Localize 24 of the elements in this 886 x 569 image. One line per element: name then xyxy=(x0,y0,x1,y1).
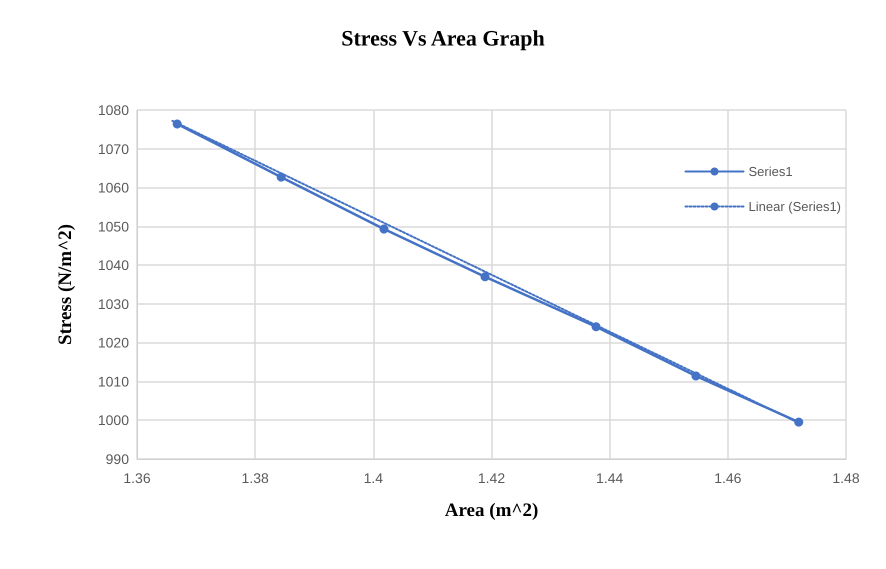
x-tick-label: 1.48 xyxy=(832,470,860,486)
y-tick-label: 1000 xyxy=(98,412,130,428)
x-axis-title: Area (m^2) xyxy=(444,500,538,521)
x-tick-label: 1.36 xyxy=(123,470,151,486)
y-tick-label: 1020 xyxy=(98,334,130,351)
legend-label: Linear (Series1) xyxy=(748,199,842,214)
point xyxy=(379,224,388,234)
x-tick-label: 1.38 xyxy=(242,470,270,486)
x-tick-label: 1.4 xyxy=(364,470,384,486)
x-tick-label: 1.46 xyxy=(714,470,742,486)
y-tick-label: 1060 xyxy=(98,180,130,196)
y-tick-label: 1080 xyxy=(98,102,130,118)
legend-label: Series1 xyxy=(748,164,793,179)
y-tick-label: 1030 xyxy=(98,296,130,312)
y-tick-label: 990 xyxy=(106,451,130,467)
y-tick-label: 1070 xyxy=(98,140,130,157)
point xyxy=(480,272,490,282)
y-tick-label: 1050 xyxy=(98,218,130,234)
y-tick-label: 1040 xyxy=(98,257,130,274)
x-tick-label: 1.42 xyxy=(478,470,506,486)
y-axis-title: Stress (N/m^2) xyxy=(55,224,76,345)
x-tick-label: 1.44 xyxy=(596,470,624,486)
chart-title: Stress Vs Area Graph xyxy=(341,26,545,50)
y-tick-label: 1010 xyxy=(98,373,130,390)
